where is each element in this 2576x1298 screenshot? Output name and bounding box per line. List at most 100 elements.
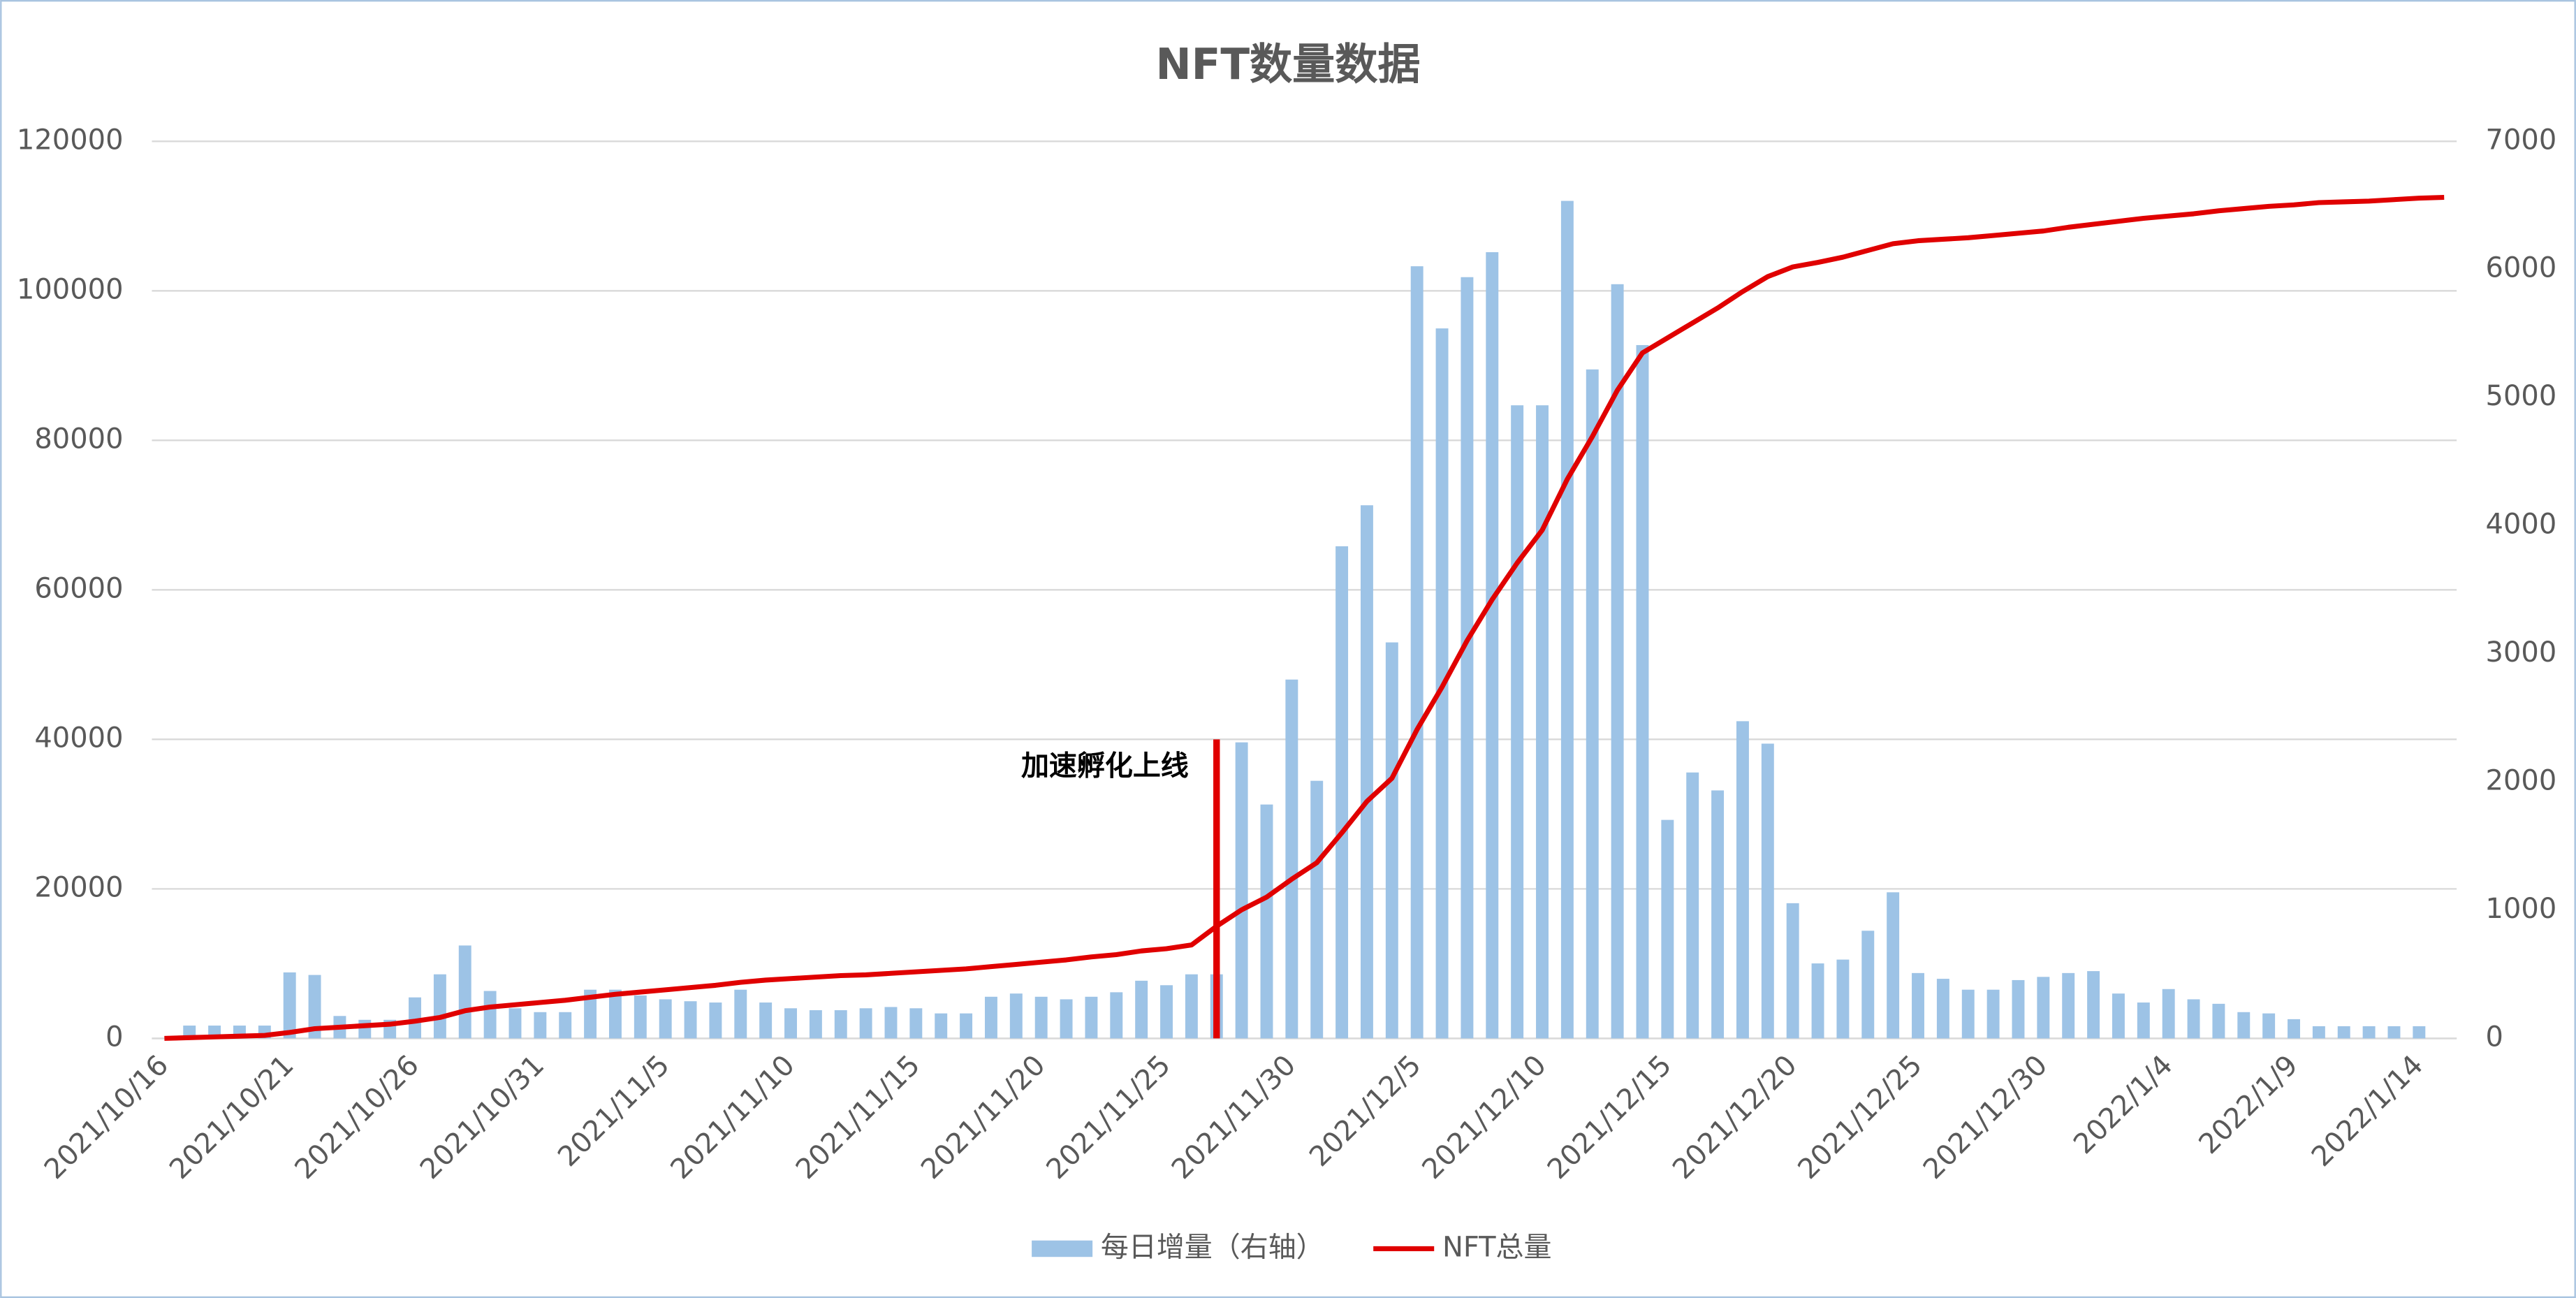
bar (2362, 1026, 2376, 1039)
bar (1661, 819, 1674, 1039)
bar (2137, 1002, 2150, 1039)
bar (834, 1010, 847, 1039)
bar (283, 972, 296, 1039)
bar (935, 1013, 948, 1039)
bar (1235, 742, 1248, 1039)
bar (1961, 989, 1975, 1039)
bar (608, 989, 622, 1039)
bar (1686, 772, 1699, 1039)
bar (1285, 679, 1298, 1039)
bar (960, 1013, 973, 1039)
bar (358, 1019, 372, 1039)
chart-title: NFT数量数据 (1155, 40, 1420, 89)
legend-swatch (1032, 1240, 1093, 1257)
y2-tick-label: 5000 (2486, 380, 2557, 412)
bar (2237, 1012, 2251, 1039)
bar (1461, 277, 1474, 1039)
bar (1736, 721, 1749, 1039)
bar (2312, 1026, 2325, 1039)
y2-tick-label: 7000 (2486, 124, 2557, 156)
legend-label: NFT总量 (1442, 1231, 1552, 1263)
bar (659, 999, 672, 1039)
bar (1636, 344, 1649, 1039)
bar (1536, 405, 1549, 1039)
bar (2187, 999, 2200, 1039)
bar (1836, 959, 1850, 1039)
bar (1586, 369, 1599, 1039)
bar (2288, 1019, 2300, 1039)
bar (1811, 963, 1824, 1039)
bar (1861, 931, 1875, 1039)
bar (759, 1002, 773, 1039)
y-tick-label: 40000 (34, 722, 123, 754)
bar (1335, 546, 1349, 1039)
bar (1410, 266, 1424, 1039)
bar (709, 1002, 722, 1039)
bar (2387, 1026, 2401, 1039)
y2-tick-label: 1000 (2486, 893, 2557, 925)
bar (2012, 979, 2025, 1039)
bar (458, 945, 471, 1039)
bar (2262, 1013, 2276, 1039)
bar (734, 989, 747, 1039)
bar (1786, 903, 1799, 1039)
annotation-text: 加速孵化上线 (1021, 750, 1189, 782)
y-tick-label: 20000 (34, 871, 123, 903)
bar (2037, 977, 2050, 1039)
bar (1310, 780, 1324, 1039)
bar (1385, 642, 1398, 1039)
bar (559, 1012, 572, 1039)
bar (884, 1007, 898, 1039)
bar (1912, 972, 1924, 1039)
bar (409, 997, 421, 1039)
bar (1160, 985, 1173, 1039)
bar (784, 1008, 797, 1039)
y-tick-label: 80000 (34, 423, 123, 455)
bar (634, 995, 647, 1039)
bar (2413, 1026, 2426, 1039)
bar (809, 1010, 822, 1039)
y-tick-label: 60000 (34, 572, 123, 604)
bar (1185, 974, 1198, 1039)
y2-tick-label: 6000 (2486, 252, 2557, 284)
y2-tick-label: 2000 (2486, 765, 2557, 797)
line (164, 195, 2445, 1041)
bar (2337, 1026, 2350, 1039)
bar (1260, 804, 1273, 1039)
bar (1060, 999, 1073, 1039)
bar (2087, 971, 2100, 1039)
bar (1486, 251, 1499, 1039)
bar (584, 989, 597, 1039)
bar (1611, 284, 1624, 1039)
y2-tick-label: 4000 (2486, 509, 2557, 541)
y2-tick-label: 0 (2486, 1021, 2503, 1053)
y-tick-label: 100000 (17, 273, 124, 305)
y-tick-label: 0 (105, 1021, 123, 1053)
legend-label: 每日增量（右轴） (1101, 1231, 1324, 1263)
bar (1986, 989, 2000, 1039)
bar (1887, 892, 1900, 1039)
bar (1110, 992, 1123, 1039)
bar (1009, 993, 1023, 1039)
bar (483, 991, 497, 1039)
bar (308, 975, 321, 1039)
bar (984, 996, 997, 1039)
bar (2112, 993, 2125, 1039)
y-tick-label: 120000 (17, 124, 124, 156)
bar (534, 1012, 547, 1039)
bar (1034, 996, 1048, 1039)
bar (1511, 405, 1524, 1039)
bar (684, 1001, 697, 1039)
bar (1761, 743, 1774, 1039)
bar (1085, 996, 1098, 1039)
bar (909, 1008, 923, 1039)
bar (2062, 972, 2075, 1039)
y2-tick-label: 3000 (2486, 636, 2557, 669)
bar (1135, 980, 1148, 1039)
bar (2212, 1003, 2225, 1039)
bar (433, 974, 446, 1039)
bar (2162, 989, 2175, 1039)
bar (859, 1008, 872, 1039)
